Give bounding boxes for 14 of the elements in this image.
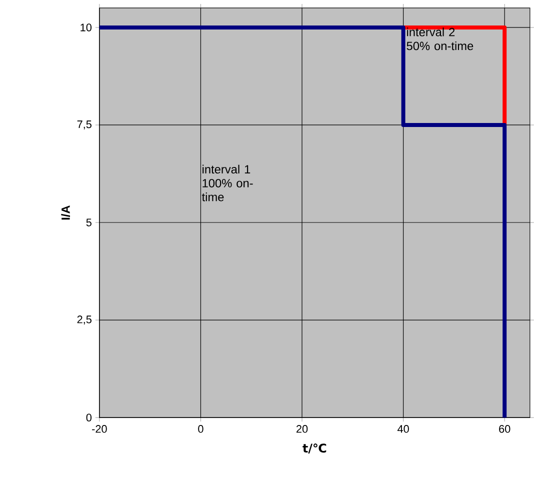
y-tick-label: 10 [80, 24, 92, 32]
y-tick-label: 2,5 [77, 315, 92, 324]
x-tick-label: 40 [397, 424, 409, 433]
x-tick-label: 60 [499, 424, 510, 433]
x-axis-title: t/℃ [302, 443, 326, 454]
y-axis-title: I/A [61, 205, 70, 220]
x-tick-label: -20 [92, 424, 107, 433]
annotation: interval 1 100% on-time [202, 164, 253, 202]
y-tick-label: 0 [86, 414, 92, 422]
annotation: interval 2 50% on-time [406, 28, 474, 50]
x-tick-label: 20 [296, 424, 308, 433]
y-tick-label: 7,5 [77, 120, 92, 130]
x-tick-label: 0 [198, 424, 204, 433]
y-tick-label: 5 [86, 218, 92, 226]
